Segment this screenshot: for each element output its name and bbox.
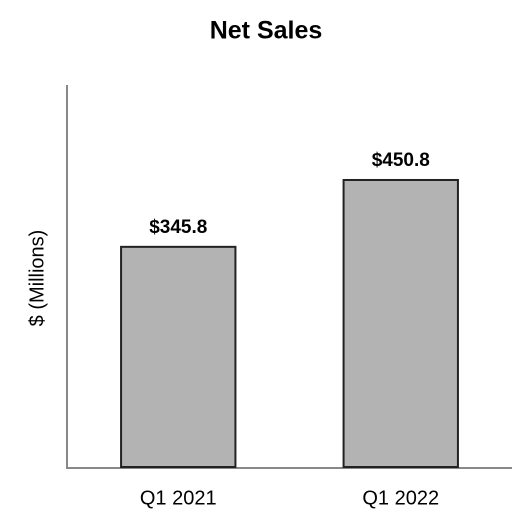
value-label: $345.8 bbox=[149, 217, 207, 238]
bar bbox=[342, 178, 459, 468]
y-axis-label: $ (Millions) bbox=[26, 230, 48, 327]
value-label: $450.8 bbox=[372, 150, 430, 171]
chart-title: Net Sales bbox=[210, 17, 323, 45]
x-tick-label: Q1 2022 bbox=[362, 487, 439, 509]
x-tick-label: Q1 2021 bbox=[140, 487, 217, 509]
bar bbox=[120, 245, 237, 468]
